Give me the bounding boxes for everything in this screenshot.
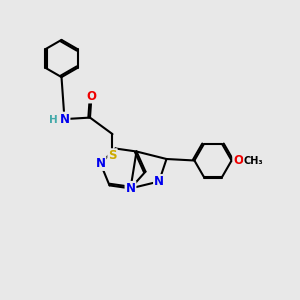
Text: O: O (86, 89, 97, 103)
Text: N: N (125, 182, 136, 195)
Text: N: N (59, 112, 70, 126)
Text: S: S (108, 149, 117, 162)
Text: CH₃: CH₃ (244, 155, 264, 166)
Text: N: N (154, 175, 164, 188)
Text: N: N (95, 157, 106, 170)
Text: O: O (233, 154, 243, 167)
Text: H: H (49, 115, 58, 125)
